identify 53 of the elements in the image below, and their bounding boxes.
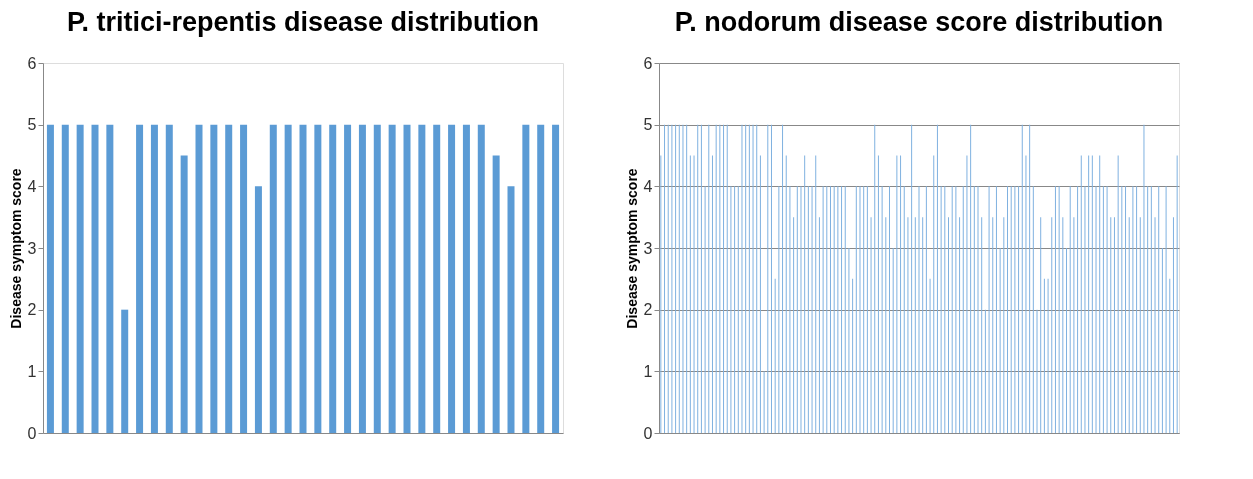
bar <box>388 124 396 433</box>
bar <box>180 155 188 433</box>
bar <box>358 124 366 433</box>
bar <box>76 124 84 433</box>
bar <box>136 124 144 433</box>
bar <box>462 124 470 433</box>
bar <box>373 124 381 433</box>
bar <box>61 124 69 433</box>
bar <box>314 124 322 433</box>
bar <box>299 124 307 433</box>
bar <box>106 124 114 433</box>
bar <box>240 124 248 433</box>
y-tick-label: 1 <box>27 362 37 380</box>
bar <box>477 124 485 433</box>
bar <box>448 124 456 433</box>
bar <box>121 309 129 433</box>
bar <box>403 124 411 433</box>
y-tick-label: 0 <box>27 424 37 442</box>
y-tick-label: 6 <box>27 54 37 72</box>
bar <box>210 124 218 433</box>
y-tick-label: 1 <box>643 362 653 380</box>
y-tick-label: 3 <box>643 239 653 257</box>
bar <box>329 124 337 433</box>
y-tick-label: 6 <box>643 54 653 72</box>
bar <box>492 155 500 433</box>
y-tick-label: 5 <box>27 116 37 134</box>
bar <box>344 124 352 433</box>
bar <box>418 124 426 433</box>
y-tick-label: 4 <box>27 177 37 195</box>
bar <box>284 124 292 433</box>
bar <box>254 186 262 433</box>
bar <box>433 124 441 433</box>
bar <box>46 124 54 433</box>
y-tick-label: 0 <box>643 424 653 442</box>
bar <box>91 124 99 433</box>
bar <box>537 124 545 433</box>
chart-title: P. tritici-repentis disease distribution <box>66 7 540 37</box>
bar <box>150 124 158 433</box>
bar <box>507 186 515 433</box>
bar <box>269 124 277 433</box>
bar <box>225 124 233 433</box>
y-axis-title: Disease symptom score <box>623 168 640 329</box>
y-tick-label: 5 <box>643 116 653 134</box>
bar <box>552 124 560 433</box>
bar <box>522 124 530 433</box>
bar <box>165 124 173 433</box>
y-tick-label: 4 <box>643 177 653 195</box>
y-tick-label: 2 <box>643 301 653 319</box>
bar <box>195 124 203 433</box>
chart-title: P. nodorum disease score distribution <box>674 7 1164 37</box>
y-axis-title: Disease symptom score <box>7 168 24 329</box>
y-tick-label: 3 <box>27 239 37 257</box>
y-tick-label: 2 <box>27 301 37 319</box>
